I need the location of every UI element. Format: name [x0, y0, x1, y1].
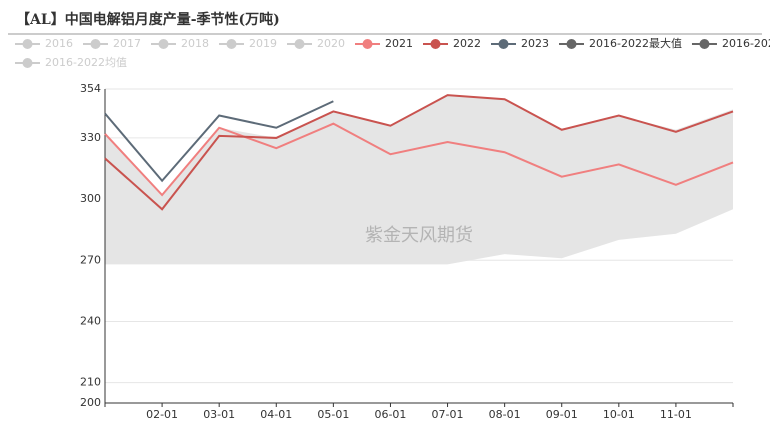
- legend-icon: [362, 39, 373, 49]
- legend-label: 2023: [521, 37, 549, 50]
- legend-label: 2016-2022均值: [45, 56, 127, 69]
- x-tick-label: 11-01: [660, 408, 692, 421]
- watermark: 紫金天风期货: [365, 225, 473, 246]
- legend-item: 2016-2022最小值: [691, 37, 770, 50]
- y-tick-label: 270: [80, 253, 101, 266]
- chart-title: 【AL】中国电解铝月度产量-季节性(万吨): [16, 11, 280, 28]
- legend-item: 2022: [423, 37, 481, 50]
- y-tick-label: 300: [80, 192, 101, 205]
- legend-icon: [566, 39, 577, 49]
- legend-icon: [90, 39, 101, 49]
- x-tick-label: 02-01: [146, 408, 178, 421]
- series-line: [104, 94, 734, 211]
- legend-icon: [699, 39, 710, 49]
- legend-item: 2023: [491, 37, 549, 50]
- legend-item: 2020: [287, 37, 345, 50]
- legend-item: 2016-2022最大值: [559, 36, 682, 50]
- legend-label: 2018: [181, 37, 209, 50]
- legend-icon: [158, 39, 169, 49]
- x-tick-label: 07-01: [432, 408, 464, 421]
- y-tick-label: 240: [80, 314, 101, 327]
- legend-item: 2016: [15, 37, 73, 50]
- legend-item: 2019: [219, 37, 277, 50]
- legend-icon: [294, 39, 305, 49]
- legend-icon: [226, 39, 237, 49]
- x-tick-label: 10-01: [603, 408, 635, 421]
- series-line: [104, 100, 334, 183]
- x-tick-label: 03-01: [203, 408, 235, 421]
- y-tick-label: 354: [80, 82, 101, 95]
- y-tick-label: 200: [80, 396, 101, 409]
- y-tick-label: 210: [80, 376, 101, 389]
- series-line: [104, 122, 734, 197]
- legend-icon: [430, 39, 441, 49]
- legend-label: 2022: [453, 37, 481, 50]
- legend-label: 2016: [45, 37, 73, 50]
- legend-icon: [22, 58, 33, 68]
- x-tick-label: 09-01: [546, 408, 578, 421]
- legend-label: 2017: [113, 37, 141, 50]
- x-tick-label: 08-01: [489, 408, 521, 421]
- legend-item: 2021: [355, 37, 413, 50]
- legend-label: 2019: [249, 37, 277, 50]
- legend-label: 2021: [385, 37, 413, 50]
- x-tick-label: 04-01: [260, 408, 292, 421]
- x-tick-label: 06-01: [374, 408, 406, 421]
- x-tick-label: 05-01: [317, 408, 349, 421]
- legend-icon: [498, 39, 509, 49]
- legend-item: 2016-2022均值: [15, 56, 127, 69]
- legend-label: 2016-2022最大值: [589, 36, 682, 50]
- legend-label: 2016-2022最小值: [722, 37, 770, 50]
- legend-icon: [22, 39, 33, 49]
- y-tick-label: 330: [80, 131, 101, 144]
- legend-item: 2017: [83, 37, 141, 50]
- legend-label: 2020: [317, 37, 345, 50]
- legend-item: 2018: [151, 37, 209, 50]
